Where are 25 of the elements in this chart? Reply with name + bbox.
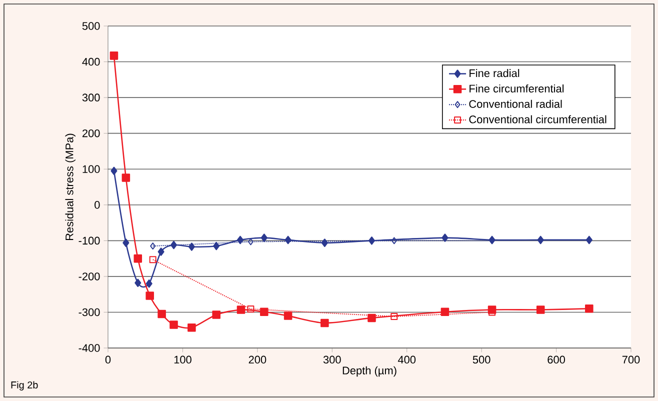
legend-label: Conventional circumferential	[469, 115, 606, 124]
y-tick-label: 500	[82, 22, 100, 30]
legend-label: Fine circumferential	[470, 84, 564, 92]
caption: Fig 2b	[11, 381, 38, 390]
x-tick-label: 100	[174, 356, 192, 364]
x-tick-label: 500	[472, 356, 490, 364]
x-tick-label: 0	[105, 356, 111, 364]
x-tick-label: 600	[548, 356, 565, 364]
x-tick-label: 700	[622, 356, 640, 364]
y-tick-label: 0	[94, 201, 100, 209]
x-tick-label: 400	[398, 356, 416, 364]
x-tick-label: 300	[323, 356, 341, 364]
legend-label: Conventional radial	[469, 100, 562, 108]
y-tick-label: -200	[78, 272, 100, 280]
legend-label: Fine radial	[470, 69, 520, 78]
x-axis-title: Depth (µm)	[342, 366, 396, 377]
y-tick-label: 200	[82, 129, 100, 138]
y-tick-label: -300	[78, 308, 100, 316]
y-tick-label: 100	[82, 165, 100, 173]
y-tick-label: -100	[78, 236, 100, 245]
y-axis-title: Residual stress (MPa)	[65, 134, 76, 240]
x-tick-label: 200	[248, 356, 266, 364]
y-tick-label: 300	[82, 94, 100, 102]
y-tick-label: 400	[82, 58, 100, 66]
y-tick-label: -400	[78, 344, 100, 352]
